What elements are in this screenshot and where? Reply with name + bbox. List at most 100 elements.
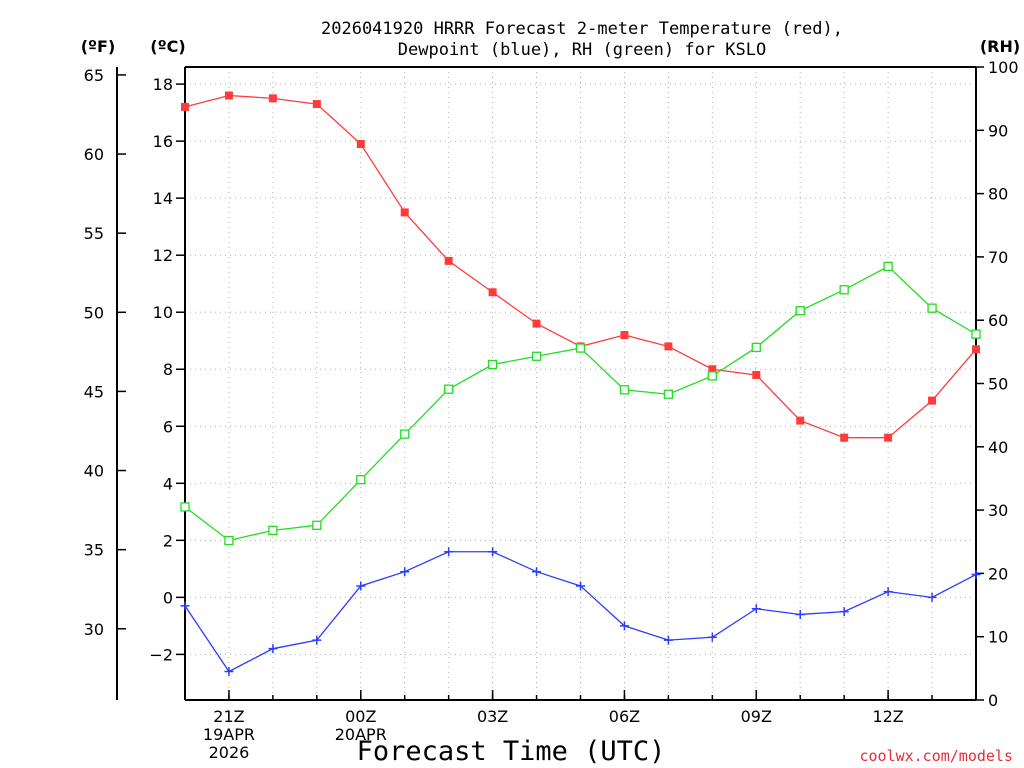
- celsius-unit-label: (ºC): [150, 37, 185, 56]
- temperature-point: [752, 370, 761, 379]
- dewpoint-point: [268, 644, 278, 654]
- rh-point: [751, 342, 761, 353]
- fahrenheit-tick-label: 60: [84, 145, 104, 164]
- rh-point: [927, 303, 937, 313]
- celsius-tick-label: 18: [153, 75, 173, 94]
- rh-point: [356, 475, 366, 485]
- celsius-tick-label: 6: [163, 417, 173, 436]
- temperature-point: [532, 319, 541, 328]
- fahrenheit-tick-label: 55: [84, 224, 104, 243]
- rh-point: [883, 261, 893, 272]
- temperature-point: [268, 94, 277, 103]
- plot-frame: [116, 66, 977, 701]
- fahrenheit-tick-label: 65: [84, 66, 104, 85]
- rh-unit-label: (RH): [980, 37, 1020, 56]
- x-tick-label: 09Z: [741, 707, 772, 726]
- rh-point: [575, 343, 586, 353]
- fahrenheit-unit-label: (ºF): [81, 37, 116, 56]
- dewpoint-point: [971, 570, 981, 580]
- celsius-tick-label: 2: [163, 531, 173, 550]
- celsius-tick-label: 4: [163, 474, 173, 493]
- x-tick-label: 21Z: [213, 707, 244, 726]
- dewpoint-point: [224, 666, 234, 676]
- rh-point: [531, 351, 542, 361]
- temperature-point: [884, 433, 893, 442]
- fahrenheit-tick-label: 30: [84, 620, 104, 639]
- rh-point: [268, 525, 278, 536]
- temperature-point: [664, 342, 673, 351]
- fahrenheit-tick-label: 40: [84, 462, 104, 481]
- temperature-point: [620, 331, 629, 340]
- rh-point: [795, 306, 805, 316]
- temperature-point: [312, 100, 321, 109]
- temperature-point: [224, 91, 233, 100]
- rh-tick-label: 10: [988, 628, 1008, 647]
- celsius-tick-label: 0: [163, 588, 173, 607]
- dewpoint-point: [488, 547, 498, 557]
- fahrenheit-tick-label: 35: [84, 541, 104, 560]
- fahrenheit-tick-label: 45: [84, 382, 104, 401]
- chart-title-line1: 2026041920 HRRR Forecast 2-meter Tempera…: [321, 19, 843, 39]
- rh-point: [224, 535, 234, 546]
- fahrenheit-tick-label: 50: [84, 303, 104, 322]
- rh-point: [444, 384, 454, 394]
- dewpoint-point: [883, 587, 893, 597]
- rh-point: [707, 371, 717, 381]
- temperature-point: [488, 288, 497, 297]
- credit-link[interactable]: coolwx.com/models: [859, 747, 1013, 765]
- rh-tick-label: 100: [988, 58, 1019, 77]
- rh-tick-label: 90: [988, 121, 1008, 140]
- dewpoint-point: [400, 567, 410, 577]
- rh-tick-label: 0: [988, 691, 998, 710]
- x-tick-label: 19APR: [203, 725, 255, 744]
- x-tick-label: 20APR: [335, 725, 387, 744]
- celsius-tick-label: 12: [153, 246, 173, 265]
- dewpoint-point: [312, 635, 322, 645]
- rh-point: [839, 285, 849, 295]
- celsius-tick-label: 16: [153, 132, 173, 151]
- rh-tick-label: 30: [988, 501, 1008, 520]
- rh-tick-label: 50: [988, 375, 1008, 394]
- temperature-point: [972, 345, 980, 354]
- rh-point: [312, 520, 322, 530]
- temperature-point: [796, 416, 805, 425]
- temperature-point: [840, 433, 849, 442]
- x-tick-label: 06Z: [609, 707, 640, 726]
- dewpoint-point: [795, 609, 805, 619]
- rh-tick-label: 70: [988, 248, 1008, 267]
- dewpoint-point: [839, 607, 849, 617]
- x-tick-label: 2026: [209, 743, 250, 762]
- celsius-tick-label: 10: [153, 303, 173, 322]
- dewpoint-point: [532, 567, 542, 577]
- celsius-tick-label: 14: [153, 189, 173, 208]
- dewpoint-point: [619, 621, 629, 631]
- dewpoint-point: [707, 632, 717, 642]
- celsius-tick-label: −2: [149, 645, 173, 664]
- axes-layer: −2 0 2 4 6 8 10 12 14 16 18 30 35 40 45 50 55 60 65 0 10 20 30…: [84, 58, 1019, 762]
- dewpoint-point: [751, 604, 761, 614]
- dewpoint-point: [576, 581, 585, 591]
- x-axis-title: Forecast Time (UTC): [357, 736, 666, 767]
- dewpoint-point: [356, 581, 366, 591]
- dewpoint-point: [180, 601, 190, 611]
- rh-point: [663, 389, 674, 399]
- celsius-tick-label: 8: [163, 360, 173, 379]
- x-tick-label: 03Z: [477, 707, 508, 726]
- rh-tick-label: 20: [988, 564, 1008, 583]
- series-layer: [180, 91, 981, 676]
- dewpoint-point: [444, 547, 454, 557]
- dewpoint-point: [927, 592, 937, 602]
- chart-title-line2: Dewpoint (blue), RH (green) for KSLO: [398, 40, 766, 60]
- rh-point: [400, 429, 410, 439]
- x-tick-label: 12Z: [872, 707, 903, 726]
- temperature-point: [400, 208, 409, 217]
- rh-tick-label: 80: [988, 185, 1008, 204]
- rh-point: [487, 359, 498, 370]
- rh-point: [971, 329, 981, 339]
- rh-tick-label: 60: [988, 311, 1008, 330]
- temperature-point: [356, 139, 365, 148]
- rh-tick-label: 40: [988, 438, 1008, 457]
- dewpoint-line: [184, 551, 977, 673]
- rh-point: [180, 502, 190, 512]
